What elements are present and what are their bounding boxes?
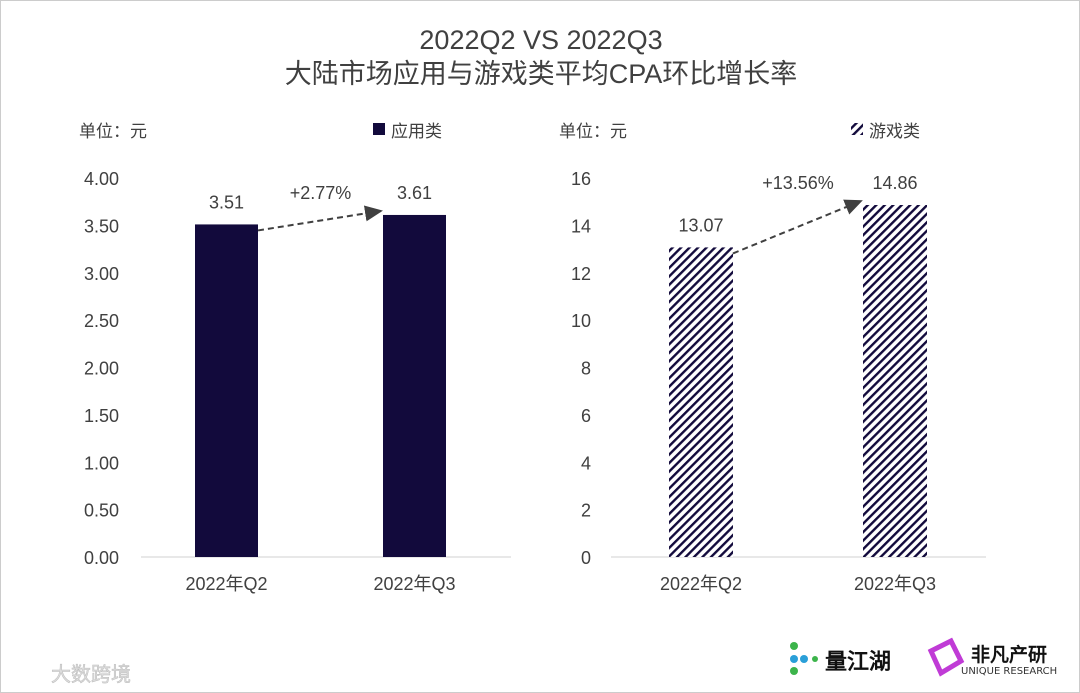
x-tick-label: 2022年Q3 <box>854 574 936 594</box>
bar-2022年Q3 <box>863 205 927 557</box>
y-tick-label: 2.00 <box>84 359 119 379</box>
y-tick-label: 0.50 <box>84 501 119 521</box>
logo-unique-research: 非凡产研 UNIQUE RESEARCH <box>927 637 1057 677</box>
logo-liangjianghu: 量江湖 <box>790 642 891 675</box>
y-tick-label: 1.00 <box>84 453 119 473</box>
x-tick-label: 2022年Q3 <box>373 574 455 594</box>
bar-2022年Q2 <box>669 247 733 558</box>
y-tick-label: 3.50 <box>84 216 119 236</box>
growth-annotation: +13.56% <box>762 173 834 193</box>
legend-swatch <box>851 123 863 135</box>
y-tick-label: 10 <box>571 311 591 331</box>
y-tick-label: 3.00 <box>84 264 119 284</box>
logo-right-en: UNIQUE RESEARCH <box>961 666 1057 677</box>
bar-2022年Q3 <box>383 214 446 557</box>
title-line2: 大陆市场应用与游戏类平均CPA环比增长率 <box>285 59 798 89</box>
logo-left-text: 大数跨境 <box>51 662 131 686</box>
bar-2022年Q2 <box>195 224 258 558</box>
x-tick-label: 2022年Q2 <box>660 574 742 594</box>
logo-center-text: 量江湖 <box>825 650 891 675</box>
y-tick-label: 1.50 <box>84 406 119 426</box>
y-tick-label: 6 <box>581 406 591 426</box>
y-tick-label: 2.50 <box>84 311 119 331</box>
y-tick-label: 0 <box>581 548 591 568</box>
title-line1: 2022Q2 VS 2022Q3 <box>419 25 662 55</box>
data-label: 3.61 <box>397 183 432 203</box>
logo-dashuju: 大数跨境 <box>51 662 132 687</box>
data-label: 14.86 <box>872 173 917 193</box>
x-tick-label: 2022年Q2 <box>185 574 267 594</box>
y-tick-label: 16 <box>571 169 591 189</box>
data-label: 3.51 <box>209 192 244 212</box>
unit-label: 单位：元 <box>79 122 147 141</box>
logo-right-cn: 非凡产研 <box>971 643 1047 666</box>
legend-label: 游戏类 <box>869 122 920 141</box>
data-label: 13.07 <box>678 215 723 235</box>
y-tick-label: 2 <box>581 501 591 521</box>
y-tick-label: 4.00 <box>84 169 119 189</box>
y-tick-label: 0.00 <box>84 548 119 568</box>
y-tick-label: 8 <box>581 359 591 379</box>
y-tick-label: 14 <box>571 216 591 236</box>
growth-annotation: +2.77% <box>290 183 352 203</box>
growth-arrow <box>257 205 383 232</box>
unit-label: 单位：元 <box>559 122 627 141</box>
growth-arrow <box>732 199 863 255</box>
legend-label: 应用类 <box>391 122 442 141</box>
y-tick-label: 12 <box>571 264 591 284</box>
y-tick-label: 4 <box>581 453 591 473</box>
legend-swatch <box>373 123 385 135</box>
